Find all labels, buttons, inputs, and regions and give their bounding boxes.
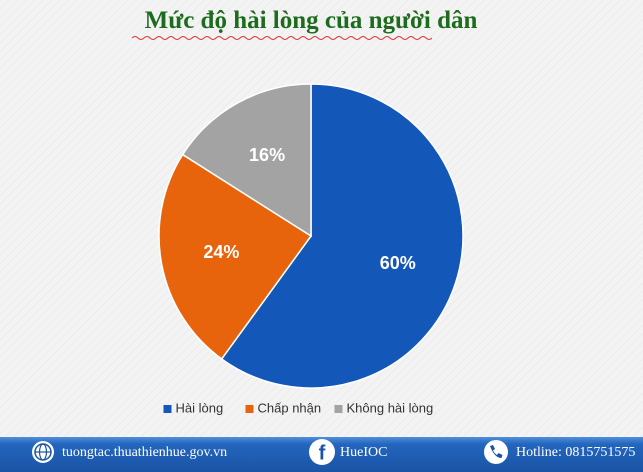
legend-label: Không hài lòng [347,400,434,415]
spellcheck-underline [131,36,433,40]
phone-icon [484,440,508,464]
legend-swatch [245,405,254,413]
legend-swatch [334,405,343,413]
data-label: 60% [380,253,416,273]
footer-website: tuongtac.thuathienhue.gov.vn [62,445,227,460]
footer-app: HueIOC [340,445,387,460]
svg-text:f: f [319,442,326,464]
data-label: 16% [249,145,285,165]
web-icon [32,441,54,463]
pie-slice [181,83,312,238]
legend-label: Hài lòng [176,400,224,415]
footer-hotline: Hotline: 0815751575 [516,445,635,460]
chart-title: Mức độ hài lòng của người dân [145,7,478,34]
pie-slice [220,83,464,389]
legend-label: Chấp nhận [258,400,322,415]
pie-slice [158,153,313,361]
data-label: 24% [203,242,239,262]
facebook-icon: f [309,439,335,465]
legend-swatch [163,405,172,413]
